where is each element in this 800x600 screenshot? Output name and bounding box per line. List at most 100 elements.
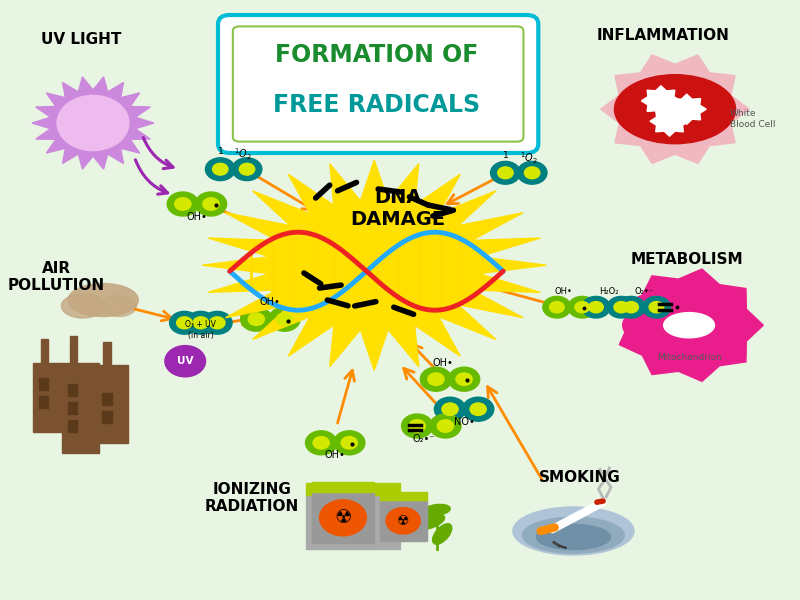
Text: White
Blood Cell: White Blood Cell xyxy=(730,109,775,129)
Text: H₂O₂: H₂O₂ xyxy=(599,287,618,296)
Polygon shape xyxy=(68,420,78,432)
Circle shape xyxy=(313,437,330,449)
Circle shape xyxy=(614,302,629,313)
Ellipse shape xyxy=(62,294,104,318)
Circle shape xyxy=(306,431,337,455)
Circle shape xyxy=(490,161,520,184)
Circle shape xyxy=(518,161,547,184)
Text: ☢: ☢ xyxy=(397,514,410,528)
Text: 1: 1 xyxy=(503,151,509,160)
Ellipse shape xyxy=(513,507,634,555)
Circle shape xyxy=(319,500,366,536)
Circle shape xyxy=(213,163,228,175)
Circle shape xyxy=(438,420,454,432)
Text: $^1O_2$: $^1O_2$ xyxy=(234,146,252,161)
Ellipse shape xyxy=(614,75,735,144)
Polygon shape xyxy=(98,365,128,443)
Polygon shape xyxy=(68,402,78,414)
Circle shape xyxy=(165,346,206,377)
Polygon shape xyxy=(33,363,62,432)
Circle shape xyxy=(582,296,610,318)
Circle shape xyxy=(232,158,262,181)
Circle shape xyxy=(203,198,219,210)
Text: IONIZING
RADIATION: IONIZING RADIATION xyxy=(205,482,298,514)
Circle shape xyxy=(334,431,365,455)
Text: 1: 1 xyxy=(218,146,223,155)
Polygon shape xyxy=(102,411,112,423)
Circle shape xyxy=(409,420,426,432)
Circle shape xyxy=(642,296,670,318)
Circle shape xyxy=(456,373,472,385)
Polygon shape xyxy=(380,500,426,541)
Text: UV: UV xyxy=(177,356,194,366)
Ellipse shape xyxy=(622,299,755,352)
Ellipse shape xyxy=(418,515,445,529)
Circle shape xyxy=(57,95,129,151)
Circle shape xyxy=(186,311,216,334)
Text: OH•: OH• xyxy=(554,287,572,296)
Polygon shape xyxy=(68,384,78,396)
Text: FREE RADICALS: FREE RADICALS xyxy=(273,93,480,117)
Circle shape xyxy=(420,367,451,391)
Circle shape xyxy=(434,397,466,421)
Polygon shape xyxy=(39,396,49,408)
Polygon shape xyxy=(601,55,750,163)
FancyBboxPatch shape xyxy=(218,15,538,153)
Polygon shape xyxy=(202,160,546,370)
Circle shape xyxy=(269,307,300,331)
Text: Mitochondrion: Mitochondrion xyxy=(657,353,722,362)
Circle shape xyxy=(202,311,232,334)
Circle shape xyxy=(589,302,603,313)
Polygon shape xyxy=(102,393,112,405)
Circle shape xyxy=(174,198,191,210)
Polygon shape xyxy=(380,492,426,500)
Ellipse shape xyxy=(433,524,452,544)
Circle shape xyxy=(648,91,674,111)
Circle shape xyxy=(568,296,596,318)
Ellipse shape xyxy=(536,524,610,550)
Circle shape xyxy=(248,313,265,325)
Polygon shape xyxy=(306,495,400,549)
Text: $^1O_2$: $^1O_2$ xyxy=(520,150,538,166)
Circle shape xyxy=(656,111,683,131)
Polygon shape xyxy=(70,336,78,363)
Text: O₂•⁻: O₂•⁻ xyxy=(412,434,434,443)
Polygon shape xyxy=(312,492,374,543)
Polygon shape xyxy=(32,77,154,169)
Circle shape xyxy=(498,167,513,179)
Circle shape xyxy=(402,414,433,438)
Circle shape xyxy=(206,158,235,181)
Polygon shape xyxy=(650,106,689,136)
Ellipse shape xyxy=(664,313,714,338)
Text: O₂•⁻: O₂•⁻ xyxy=(634,287,654,296)
Text: OH•: OH• xyxy=(186,212,207,222)
Circle shape xyxy=(386,508,420,534)
Polygon shape xyxy=(103,342,111,365)
Polygon shape xyxy=(306,483,400,495)
Polygon shape xyxy=(312,482,374,492)
Text: SMOKING: SMOKING xyxy=(539,469,621,485)
Text: AIR
POLLUTION: AIR POLLUTION xyxy=(8,261,105,293)
Text: DNA
DAMAGE: DNA DAMAGE xyxy=(350,188,446,229)
Polygon shape xyxy=(619,269,763,382)
Text: O₃ + UV
(in air): O₃ + UV (in air) xyxy=(186,320,216,340)
Ellipse shape xyxy=(522,517,624,553)
Circle shape xyxy=(167,192,198,216)
Ellipse shape xyxy=(423,505,450,515)
Circle shape xyxy=(470,403,486,415)
Text: NO•: NO• xyxy=(454,417,474,427)
Text: OH•: OH• xyxy=(433,358,454,368)
Text: OH•: OH• xyxy=(260,297,281,307)
Polygon shape xyxy=(642,86,681,116)
Circle shape xyxy=(442,403,458,415)
Circle shape xyxy=(193,317,209,329)
Circle shape xyxy=(525,167,540,179)
Circle shape xyxy=(674,99,700,119)
Text: UV LIGHT: UV LIGHT xyxy=(41,31,122,46)
Text: OH•: OH• xyxy=(325,451,346,460)
Text: ☢: ☢ xyxy=(334,508,352,527)
Circle shape xyxy=(462,397,494,421)
Circle shape xyxy=(649,302,664,313)
Circle shape xyxy=(177,317,192,329)
Text: METABOLISM: METABOLISM xyxy=(630,252,743,266)
